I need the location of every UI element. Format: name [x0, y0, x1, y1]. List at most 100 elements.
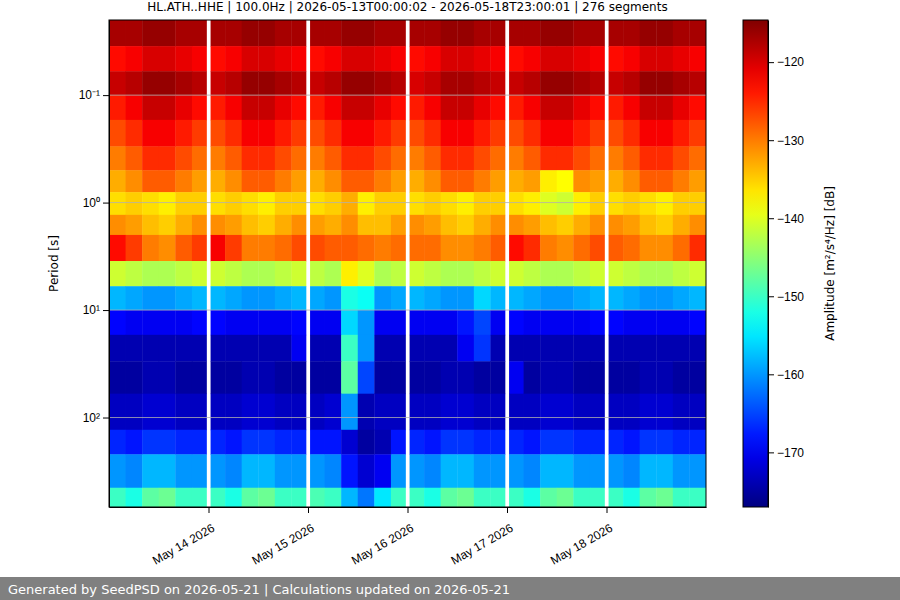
cell	[211, 430, 226, 455]
cell	[524, 361, 541, 394]
cell	[441, 192, 458, 215]
cell	[142, 261, 159, 287]
cell	[275, 335, 292, 362]
cell	[325, 146, 342, 170]
cell	[325, 488, 342, 507]
cell	[524, 454, 541, 488]
cell	[391, 286, 406, 310]
cell	[391, 394, 406, 430]
cell	[341, 170, 358, 192]
cell	[358, 95, 375, 120]
cell	[410, 215, 425, 236]
cell	[557, 454, 574, 488]
cell	[509, 95, 524, 120]
colorbar	[743, 20, 768, 507]
cell	[441, 310, 458, 335]
cell	[242, 170, 259, 192]
x-tick: May 14 2026	[150, 507, 217, 568]
cell	[211, 120, 226, 147]
cell	[291, 192, 306, 215]
cell	[474, 20, 491, 47]
cell	[590, 95, 605, 120]
cell	[590, 361, 605, 394]
x-axis: May 14 2026May 15 2026May 16 2026May 17 …	[110, 507, 707, 568]
cell	[509, 286, 524, 310]
cell	[441, 46, 458, 72]
cell	[623, 215, 640, 236]
cell	[159, 192, 176, 215]
cell	[640, 170, 657, 192]
cell	[424, 146, 441, 170]
cell	[457, 46, 474, 72]
cell	[524, 215, 541, 236]
cell	[175, 235, 192, 262]
cell	[374, 394, 391, 430]
cell	[310, 310, 325, 335]
cell	[225, 286, 242, 310]
cell	[109, 394, 126, 430]
cell	[609, 95, 624, 120]
cell	[656, 286, 673, 310]
cell	[490, 286, 505, 310]
cell	[509, 170, 524, 192]
cell	[211, 192, 226, 215]
cell	[192, 46, 207, 72]
cell	[689, 310, 706, 335]
cell	[391, 170, 406, 192]
cell	[159, 215, 176, 236]
cell	[341, 286, 358, 310]
cell	[490, 235, 505, 262]
cell	[656, 335, 673, 362]
colorbar-tick-label: −160	[777, 368, 804, 382]
cell	[689, 335, 706, 362]
cell	[358, 454, 375, 488]
cell	[109, 71, 126, 95]
cell	[524, 170, 541, 192]
cell	[424, 430, 441, 455]
cell	[159, 120, 176, 147]
cell	[358, 71, 375, 95]
cell	[540, 394, 557, 430]
cell	[211, 454, 226, 488]
colorbar-tick-label: −120	[777, 55, 804, 69]
cell	[142, 95, 159, 120]
cell	[374, 261, 391, 287]
cell	[142, 488, 159, 507]
y-tick-label: 10¹	[83, 303, 100, 317]
cell	[225, 192, 242, 215]
cell	[640, 454, 657, 488]
cell	[689, 192, 706, 215]
cell	[211, 146, 226, 170]
cell	[590, 394, 605, 430]
cell	[275, 361, 292, 394]
cell	[325, 46, 342, 72]
cell	[524, 286, 541, 310]
cell	[557, 261, 574, 287]
cell	[225, 361, 242, 394]
cell	[225, 394, 242, 430]
cell	[175, 488, 192, 507]
colorbar-tick: −130	[768, 134, 804, 148]
cell	[341, 361, 358, 394]
cell	[275, 192, 292, 215]
cell	[258, 286, 275, 310]
cell	[640, 361, 657, 394]
cell	[474, 146, 491, 170]
cell	[557, 95, 574, 120]
cell	[457, 192, 474, 215]
cell	[192, 192, 207, 215]
cell	[175, 170, 192, 192]
cell	[142, 20, 159, 47]
x-tick-label: May 14 2026	[150, 521, 217, 568]
cell	[374, 335, 391, 362]
cell	[341, 95, 358, 120]
cell	[242, 235, 259, 262]
x-tick: May 18 2026	[548, 507, 615, 568]
colorbar-tick-mark	[768, 218, 774, 219]
cell	[656, 215, 673, 236]
cell	[410, 361, 425, 394]
cell	[424, 361, 441, 394]
cell	[159, 235, 176, 262]
cell	[424, 335, 441, 362]
grid-line	[109, 202, 706, 203]
